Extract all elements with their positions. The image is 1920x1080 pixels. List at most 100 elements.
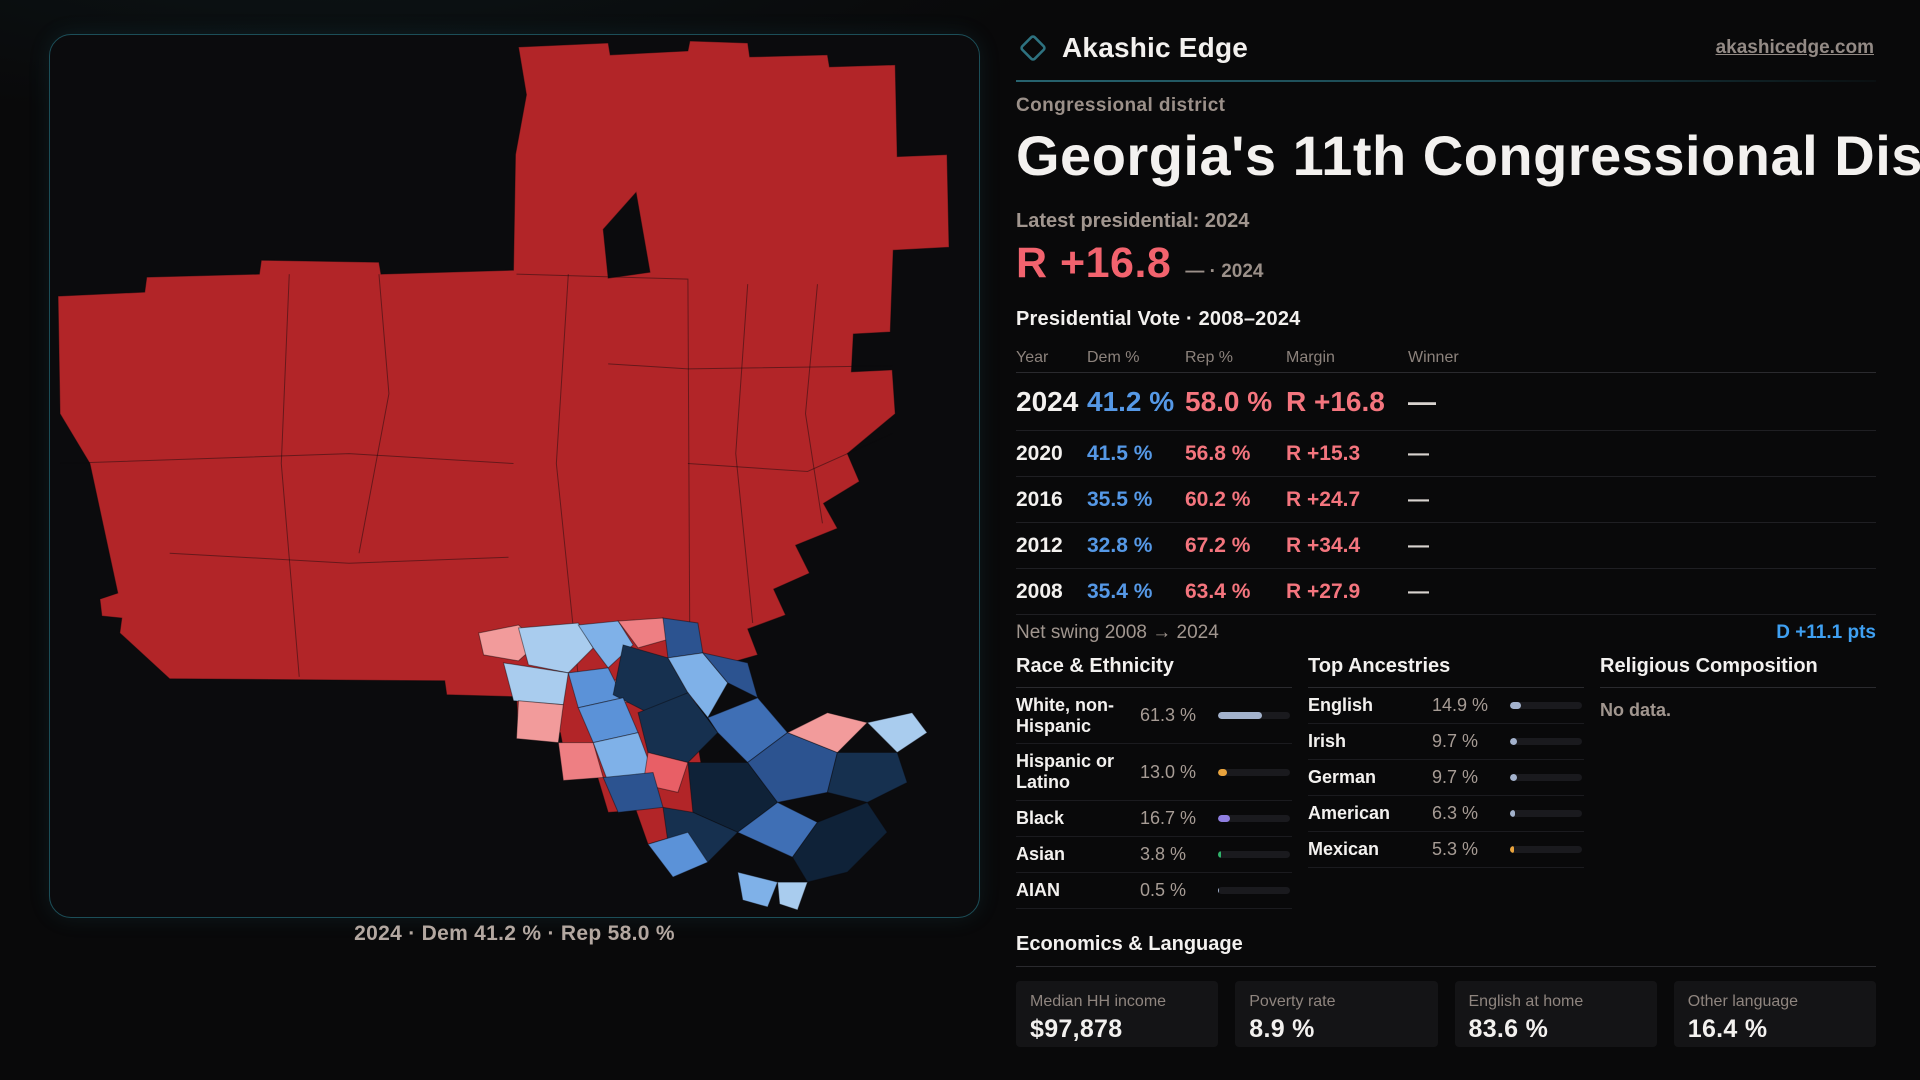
- vote-table-column-header: Margin: [1286, 348, 1335, 366]
- race-bar-track: [1218, 886, 1290, 894]
- vote-cell-year: 2020: [1016, 441, 1063, 465]
- ancestry-bar-fill: [1510, 702, 1521, 709]
- ancestries-title: Top Ancestries: [1308, 655, 1584, 688]
- race-value: 16.7 %: [1140, 807, 1197, 828]
- brand-diamond-icon: [1020, 35, 1046, 61]
- ancestry-row: Mexican 5.3 %: [1308, 832, 1584, 868]
- race-row: Black 16.7 %: [1016, 801, 1292, 837]
- religion-column: Religious Composition No data.: [1600, 655, 1876, 909]
- ancestry-value: 6.3 %: [1432, 803, 1479, 823]
- vote-table-row: 2024 41.2 % 58.0 % R +16.8 —: [1016, 373, 1876, 431]
- district-map: [57, 40, 950, 911]
- vote-cell-dem: 32.8 %: [1087, 533, 1153, 557]
- ancestries-list: English 14.9 % Irish 9.7 % German 9.7 % Americ…: [1308, 688, 1584, 868]
- race-bar-track: [1218, 768, 1290, 776]
- ancestry-label: Irish: [1308, 731, 1347, 752]
- stat-label: Median HH income: [1030, 992, 1167, 1010]
- headline-margin: R +16.8: [1016, 239, 1172, 287]
- map-caption: 2024 · Dem 41.2 % · Rep 58.0 %: [354, 922, 675, 945]
- race-bar-fill: [1218, 712, 1263, 720]
- vote-cell-year: 2024: [1016, 385, 1079, 417]
- race-bar-track: [1218, 814, 1290, 822]
- race-row: Hispanic or Latino 13.0 %: [1016, 744, 1292, 801]
- kicker: Congressional district: [1016, 95, 1226, 116]
- race-label: White, non-Hispanic: [1016, 695, 1114, 736]
- vote-cell-year: 2016: [1016, 487, 1063, 511]
- vote-cell-winner: —: [1408, 579, 1429, 603]
- net-swing-value: D +11.1 pts: [1776, 622, 1876, 643]
- vote-cell-winner: —: [1408, 487, 1429, 511]
- vote-table-header: Year Dem % Rep % Margin Winner: [1016, 343, 1876, 373]
- vote-cell-winner: —: [1408, 385, 1436, 417]
- headline-margin-suffix: — · 2024: [1185, 261, 1264, 282]
- detail-panel: Akashic Edge akashicedge.com Congression…: [1016, 0, 1920, 1080]
- vote-cell-margin: R +24.7: [1286, 487, 1361, 511]
- ancestry-row: Irish 9.7 %: [1308, 724, 1584, 760]
- race-value: 3.8 %: [1140, 843, 1187, 864]
- ancestry-row: American 6.3 %: [1308, 796, 1584, 832]
- race-ethnicity-column: Race & Ethnicity White, non-Hispanic 61.3…: [1016, 655, 1292, 909]
- brand-header: Akashic Edge akashicedge.com: [1016, 26, 1920, 70]
- vote-cell-dem: 41.5 %: [1087, 441, 1153, 465]
- ancestry-bar-fill: [1510, 738, 1517, 745]
- stat-box: English at home 83.6 %: [1454, 980, 1657, 1047]
- race-ethnicity-list: White, non-Hispanic 61.3 % Hispanic or Lat…: [1016, 688, 1292, 909]
- stat-value: 8.9 %: [1249, 1014, 1315, 1043]
- stat-value: 16.4 %: [1687, 1014, 1768, 1043]
- vote-cell-dem: 41.2 %: [1087, 385, 1175, 417]
- ancestry-bar-track: [1510, 702, 1582, 709]
- ancestry-value: 14.9 %: [1432, 695, 1489, 715]
- vote-cell-winner: —: [1408, 441, 1429, 465]
- headline-margin-row: R +16.8 — · 2024: [1016, 239, 1920, 288]
- vote-cell-rep: 63.4 %: [1185, 579, 1251, 603]
- net-swing-label: Net swing 2008 → 2024: [1016, 622, 1219, 643]
- district-map-panel: [49, 34, 980, 918]
- vote-cell-margin: R +15.3: [1286, 441, 1361, 465]
- race-label: Black: [1016, 807, 1065, 828]
- vote-table-title: Presidential Vote · 2008–2024: [1016, 308, 1301, 330]
- brand-domain-link[interactable]: akashicedge.com: [1715, 37, 1874, 58]
- vote-cell-dem: 35.4 %: [1087, 579, 1153, 603]
- vote-table-column-header: Year: [1016, 348, 1049, 366]
- vote-table-row: 2020 41.5 % 56.8 % R +15.3 —: [1016, 431, 1876, 477]
- vote-cell-margin: R +16.8: [1286, 385, 1385, 417]
- race-bar-track: [1218, 850, 1290, 858]
- ancestry-label: Mexican: [1308, 839, 1380, 860]
- ancestry-value: 9.7 %: [1432, 767, 1479, 787]
- ancestry-row: German 9.7 %: [1308, 760, 1584, 796]
- ancestry-bar-track: [1510, 810, 1582, 817]
- map-republican-area: [57, 40, 950, 845]
- vote-table-row: 2008 35.4 % 63.4 % R +27.9 —: [1016, 569, 1876, 615]
- page-title: Georgia's 11th Congressional District: [1016, 124, 1920, 187]
- vote-cell-margin: R +34.4: [1286, 533, 1361, 557]
- header-divider: [1016, 80, 1876, 82]
- race-row: AIAN 0.5 %: [1016, 873, 1292, 909]
- stat-value: $97,878: [1030, 1014, 1123, 1043]
- religion-no-data: No data.: [1600, 700, 1672, 720]
- ancestry-bar-track: [1510, 738, 1582, 745]
- ancestries-column: Top Ancestries English 14.9 % Irish 9.7 % Ge…: [1308, 655, 1584, 909]
- race-value: 61.3 %: [1140, 705, 1197, 726]
- vote-cell-dem: 35.5 %: [1087, 487, 1153, 511]
- race-value: 0.5 %: [1140, 879, 1187, 900]
- demographics-section: Race & Ethnicity White, non-Hispanic 61.3…: [1016, 655, 1892, 909]
- vote-cell-rep: 56.8 %: [1185, 441, 1251, 465]
- race-bar-fill: [1218, 850, 1221, 858]
- race-row: White, non-Hispanic 61.3 %: [1016, 688, 1292, 745]
- ancestry-label: German: [1308, 767, 1377, 788]
- vote-cell-winner: —: [1408, 533, 1429, 557]
- race-label: AIAN: [1016, 879, 1060, 900]
- vote-cell-rep: 67.2 %: [1185, 533, 1251, 557]
- stat-box: Other language 16.4 %: [1673, 980, 1876, 1047]
- race-value: 13.0 %: [1140, 761, 1197, 782]
- stat-label: English at home: [1468, 992, 1584, 1010]
- ancestry-label: American: [1308, 803, 1391, 824]
- stat-value: 83.6 %: [1468, 1014, 1549, 1043]
- brand-name: Akashic Edge: [1062, 32, 1249, 63]
- vote-cell-rep: 60.2 %: [1185, 487, 1251, 511]
- race-label: Hispanic or Latino: [1016, 751, 1115, 793]
- ancestry-row: English 14.9 %: [1308, 688, 1584, 724]
- economics-title: Economics & Language: [1016, 933, 1876, 967]
- ancestry-bar-track: [1510, 846, 1582, 853]
- net-swing-row: Net swing 2008 → 2024 D +11.1 pts: [1016, 615, 1876, 651]
